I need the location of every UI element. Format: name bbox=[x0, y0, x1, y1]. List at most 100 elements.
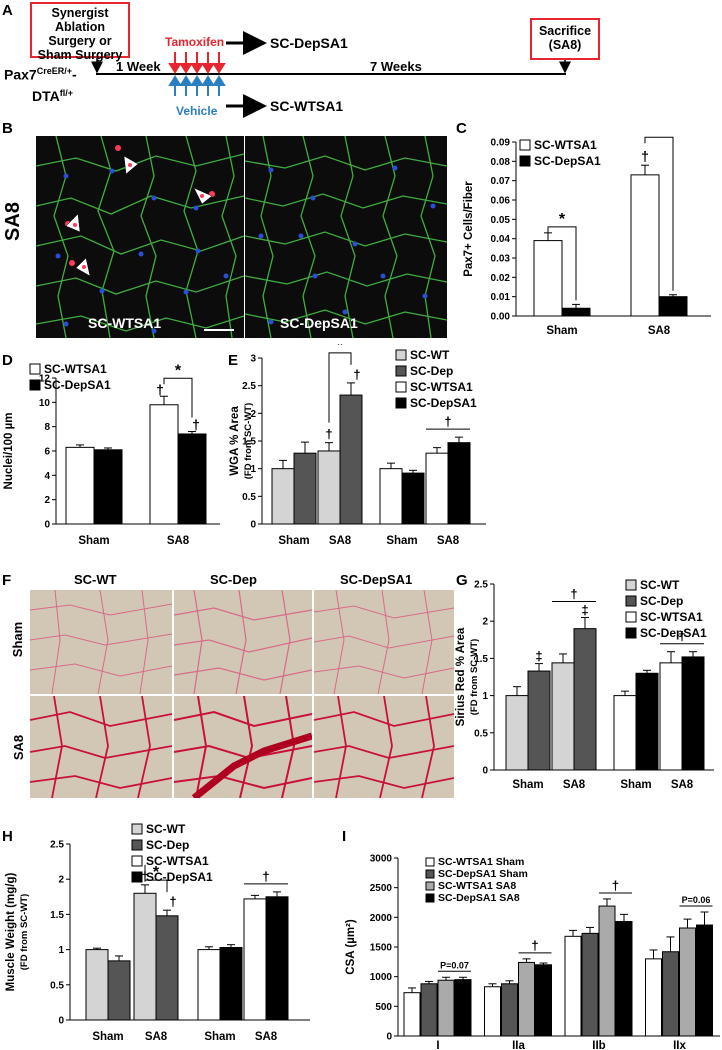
bar bbox=[630, 174, 660, 317]
legend-label: SC-WTSA1 bbox=[44, 362, 107, 376]
bar bbox=[659, 662, 683, 771]
histology-sa8-sc-wt bbox=[30, 696, 172, 798]
micrograph-depsa1 bbox=[245, 136, 447, 338]
dagger-mark: † bbox=[325, 427, 332, 442]
chart-c: 0.00 0.01 0.02 0.03 0.04 0.05 0.06 0.07 0.08 0.09… bbox=[463, 132, 711, 337]
y-tick-label: 1.5 bbox=[50, 910, 64, 921]
y-tick-label: 1.5 bbox=[474, 654, 488, 665]
genotype-dta: DTA bbox=[32, 88, 60, 105]
y-tick-label: 2 bbox=[482, 617, 488, 628]
significance-bracket bbox=[163, 377, 193, 418]
x-tick-label: SA8 bbox=[437, 535, 460, 547]
y-tick-label: 1 bbox=[58, 945, 64, 956]
vehicle-label: Vehicle bbox=[176, 104, 218, 118]
x-tick-label: I bbox=[436, 1040, 439, 1050]
bar bbox=[293, 452, 317, 525]
dagger-mark: † bbox=[570, 586, 577, 601]
bar bbox=[107, 960, 131, 1021]
panel-f-col-sc-wt: SC-WT bbox=[74, 572, 117, 587]
y-tick-label: 0.5 bbox=[50, 980, 64, 991]
genotype-dash: - bbox=[71, 66, 77, 83]
histology-sham-sc-wt bbox=[30, 590, 172, 694]
significance-star: * bbox=[559, 211, 566, 228]
bar bbox=[177, 433, 207, 525]
panel-f-col-sc-depsa1: SC-DepSA1 bbox=[340, 572, 413, 587]
legend-swatch bbox=[395, 365, 407, 377]
dagger-mark: † bbox=[192, 417, 200, 433]
bar bbox=[533, 240, 563, 317]
chart-i: 0 500 1000 1500 2000 2500 3000 CSA (µm²) I IIa IIb… bbox=[345, 854, 720, 1050]
y-tick-label: 1.5 bbox=[242, 437, 256, 448]
depsa1-label: SC-DepSA1 bbox=[270, 35, 348, 51]
y-axis-label-2: (FD from SC-WT) bbox=[469, 639, 480, 716]
panel-f-row-sham: Sham bbox=[10, 621, 26, 658]
panel-f-row-sa8: SA8 bbox=[11, 734, 27, 761]
legend-label: SC-DepSA1 bbox=[44, 378, 111, 392]
y-tick-label: 0.01 bbox=[491, 292, 511, 303]
y-tick-label: 0 bbox=[250, 520, 256, 531]
legend-swatch bbox=[29, 379, 41, 391]
histology-sham-sc-dep bbox=[174, 590, 312, 694]
bar bbox=[403, 992, 421, 1037]
legend-label: SC-WTSA1 Sham bbox=[438, 856, 524, 868]
panel-label-f: F bbox=[2, 572, 12, 589]
p-value-label: P=0.06 bbox=[682, 895, 711, 905]
significance-star: * bbox=[656, 132, 663, 138]
significance-star: * bbox=[153, 864, 160, 881]
panel-label-b: B bbox=[2, 120, 13, 137]
legend-label: SC-Dep bbox=[410, 364, 453, 378]
legend-swatch bbox=[625, 627, 637, 639]
legend-swatch bbox=[625, 595, 637, 607]
x-tick-label: Sham bbox=[204, 1031, 235, 1043]
y-tick-label: 0.09 bbox=[491, 138, 511, 149]
bar bbox=[484, 986, 501, 1037]
bar bbox=[573, 628, 597, 771]
bar bbox=[518, 961, 535, 1037]
y-tick-label: 0.08 bbox=[491, 157, 511, 168]
legend-label: SC-WT bbox=[410, 348, 450, 362]
double-dagger-mark: ‡ bbox=[535, 649, 542, 664]
y-tick-label: 2500 bbox=[370, 883, 393, 894]
legend-label: SC-DepSA1 bbox=[640, 626, 707, 640]
legend-swatch bbox=[425, 881, 435, 891]
legend-label: SC-WTSA1 bbox=[534, 138, 597, 152]
y-tick-label: 12 bbox=[39, 374, 51, 385]
y-tick-label: 1 bbox=[482, 691, 488, 702]
bar bbox=[149, 404, 179, 525]
bar bbox=[535, 964, 552, 1037]
y-tick-label: 0 bbox=[482, 766, 488, 777]
bar bbox=[564, 935, 582, 1037]
bar bbox=[454, 979, 472, 1037]
legend-swatch bbox=[519, 139, 531, 151]
x-tick-label: Sham bbox=[546, 325, 577, 337]
panel-label-i: I bbox=[342, 828, 347, 845]
surgery-box: Synergist Ablation Surgery or Sham Surge… bbox=[30, 2, 130, 62]
bar bbox=[645, 958, 662, 1037]
y-tick-label: 0.02 bbox=[491, 273, 511, 284]
bar bbox=[339, 394, 363, 525]
x-tick-label: Sham bbox=[92, 1031, 123, 1043]
y-tick-label: 10 bbox=[39, 398, 51, 409]
x-tick-label: SA8 bbox=[145, 1031, 168, 1043]
dagger-mark: † bbox=[531, 938, 538, 953]
legend-label: SC-WTSA1 bbox=[640, 610, 703, 624]
legend-swatch bbox=[425, 893, 435, 903]
bar bbox=[505, 695, 529, 771]
mouse-genotype: Pax7CreER/+- DTAfl/+ bbox=[4, 62, 77, 105]
dagger-mark: † bbox=[444, 414, 451, 429]
y-axis-label: Nuclei/100 µm bbox=[3, 413, 15, 490]
bar bbox=[197, 949, 221, 1021]
y-axis-label: Pax7+ Cells/Fiber bbox=[463, 181, 475, 277]
y-tick-label: 0.5 bbox=[242, 492, 256, 503]
bar bbox=[317, 450, 341, 525]
y-tick-label: 0.07 bbox=[491, 176, 511, 187]
micrograph-depsa1-art bbox=[245, 136, 447, 338]
bar bbox=[219, 946, 243, 1021]
legend-label: SC-Dep bbox=[146, 838, 189, 852]
legend-swatch bbox=[131, 871, 143, 883]
panel-label-g: G bbox=[456, 572, 468, 589]
micrograph-wtsa1 bbox=[36, 136, 244, 338]
bar bbox=[527, 670, 551, 771]
x-tick-label: SA8 bbox=[648, 325, 671, 337]
x-tick-label: Sham bbox=[620, 779, 651, 791]
